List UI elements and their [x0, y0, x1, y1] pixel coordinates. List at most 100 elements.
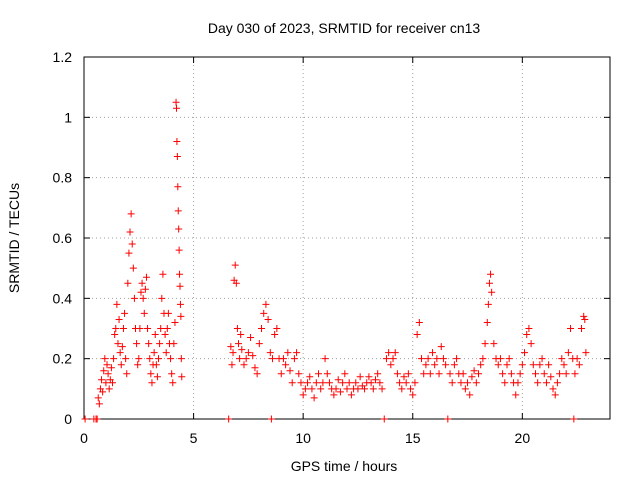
data-point [534, 379, 542, 387]
data-point [236, 355, 244, 363]
data-point [582, 349, 590, 357]
data-point [347, 391, 355, 399]
data-point [101, 355, 109, 363]
data-point [540, 370, 548, 378]
data-point [277, 370, 285, 378]
data-point [365, 373, 373, 381]
data-point [225, 415, 233, 423]
data-point [356, 373, 364, 381]
data-point [575, 361, 583, 369]
data-point [111, 331, 119, 339]
data-point [545, 361, 553, 369]
data-point [271, 331, 279, 339]
data-point [299, 391, 307, 399]
data-point [104, 370, 112, 378]
data-point [262, 300, 270, 308]
data-point [336, 388, 344, 396]
data-point [130, 294, 138, 302]
y-tick-label: 0.6 [53, 230, 73, 246]
data-point [499, 370, 507, 378]
data-point [345, 379, 353, 387]
data-points [81, 98, 590, 423]
x-tick-labels: 0 5 10 15 20 [80, 430, 530, 446]
data-point [507, 370, 515, 378]
data-point [119, 325, 127, 332]
data-point [518, 361, 526, 369]
data-point [141, 285, 149, 293]
data-point [564, 349, 572, 357]
data-point [468, 373, 476, 381]
data-point [512, 391, 520, 399]
data-point [536, 361, 544, 369]
data-point [516, 370, 524, 378]
data-point [503, 361, 511, 369]
data-point [232, 279, 240, 287]
data-point [98, 376, 106, 384]
data-point [273, 325, 281, 332]
data-point [525, 325, 533, 332]
data-point [389, 355, 397, 363]
data-point [549, 385, 557, 393]
data-point [107, 364, 115, 372]
data-point [110, 355, 118, 363]
data-point [570, 415, 578, 423]
data-point [135, 355, 143, 363]
y-tick-label: 1 [64, 109, 72, 125]
data-point [116, 349, 124, 357]
data-point [175, 225, 183, 233]
data-point [573, 355, 581, 363]
data-point [100, 367, 108, 375]
data-point [393, 370, 401, 378]
data-point [420, 370, 428, 378]
data-point [361, 385, 369, 393]
data-point [505, 355, 513, 363]
data-point [542, 379, 550, 387]
data-point [367, 379, 375, 387]
data-point [433, 355, 441, 363]
data-point [396, 379, 404, 387]
data-point [538, 355, 546, 363]
data-point [380, 415, 388, 423]
data-point [470, 367, 478, 375]
data-point [453, 355, 461, 363]
data-point [459, 370, 467, 378]
data-point [137, 288, 145, 296]
data-point [409, 391, 417, 399]
data-point [308, 385, 316, 393]
data-point [466, 391, 474, 399]
data-point [169, 379, 177, 387]
data-point [134, 361, 142, 369]
data-point [288, 379, 296, 387]
data-point [228, 361, 236, 369]
data-point [457, 379, 465, 387]
data-point [374, 370, 382, 378]
data-point [140, 309, 148, 317]
data-point [391, 349, 399, 357]
data-point [369, 385, 377, 393]
data-point [173, 153, 181, 161]
data-point [413, 331, 421, 339]
data-point [176, 300, 184, 308]
data-point [529, 361, 537, 369]
x-tick-label: 20 [515, 430, 531, 446]
data-point [501, 379, 509, 387]
data-point [531, 370, 539, 378]
data-point [158, 294, 166, 302]
y-tick-label: 0 [64, 411, 72, 427]
y-tick-label: 0.8 [53, 170, 73, 186]
data-point [378, 385, 386, 393]
data-point [139, 294, 147, 302]
data-point [411, 379, 419, 387]
y-tick-label: 0.2 [53, 351, 73, 367]
data-point [129, 264, 137, 272]
data-point [144, 325, 152, 332]
y-tick-label: 1.2 [53, 49, 73, 65]
data-point [138, 279, 146, 287]
data-point [494, 361, 502, 369]
data-point [162, 349, 170, 357]
data-point [431, 361, 439, 369]
x-tick-label: 10 [295, 430, 311, 446]
data-point [293, 349, 301, 357]
data-point [450, 361, 458, 369]
